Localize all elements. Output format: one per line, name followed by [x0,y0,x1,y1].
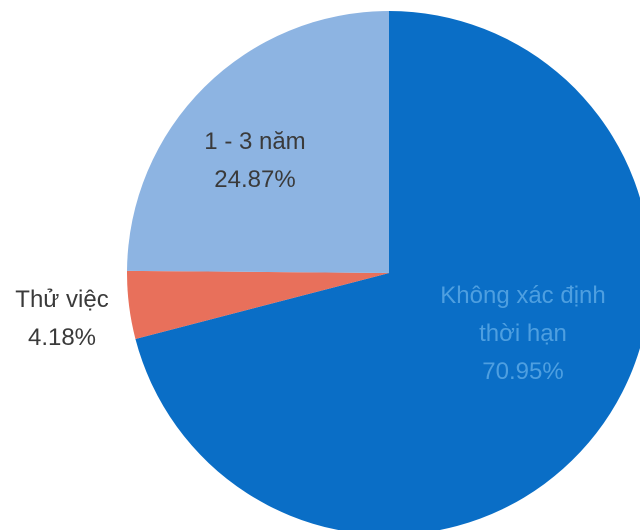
pie-slice-thu-viec [127,270,389,339]
slice-name-label: Không xác định [440,282,605,309]
slice-label-khong-xac-dinh: Không xác định thời hạn 70.95% [440,282,605,385]
slice-name-label: Thử việc [15,286,108,313]
slice-name-label: 1 - 3 năm [204,128,305,155]
slice-value-label: 4.18% [28,324,96,351]
pie-slice-khong-xac-dinh [135,11,640,530]
slice-value-label: 70.95% [482,358,563,385]
slice-name-label: thời hạn [479,320,567,347]
slice-label-1-3-nam: 1 - 3 năm 24.87% [204,128,305,193]
pie-slice-1-3-nam [127,11,390,273]
slice-label-thu-viec: Thử việc 4.18% [15,286,108,351]
slice-value-label: 24.87% [214,166,295,193]
